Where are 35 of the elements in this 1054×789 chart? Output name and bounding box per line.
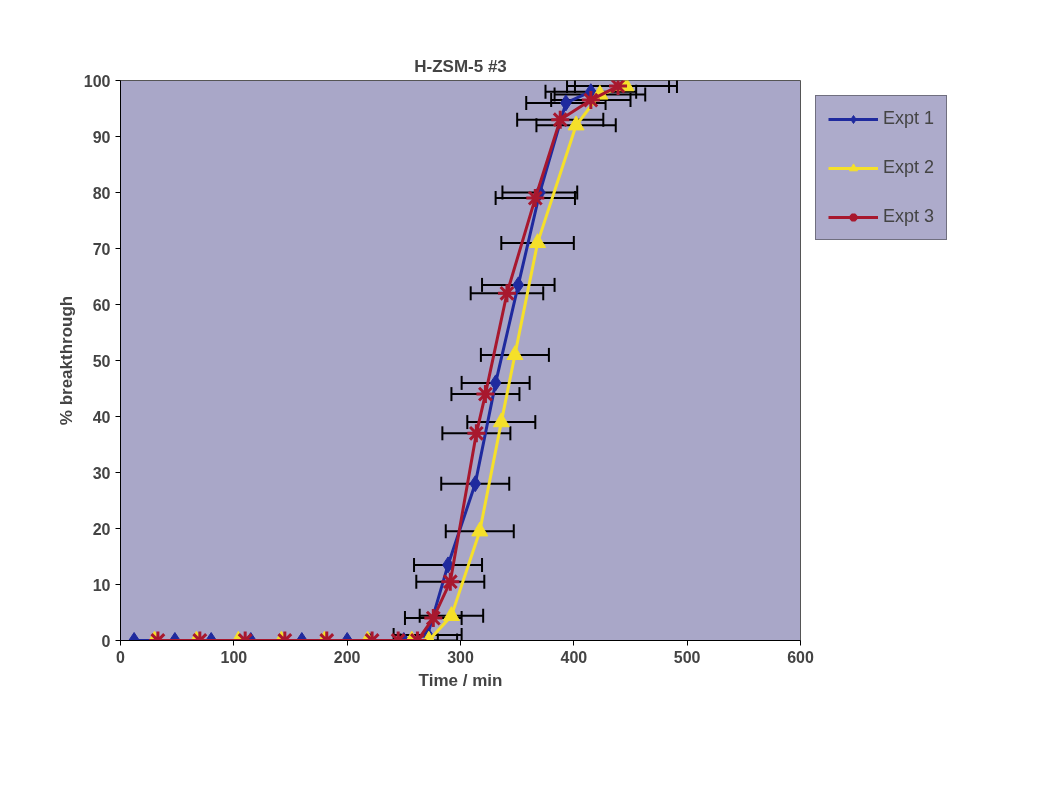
point [492, 412, 510, 428]
point [524, 187, 546, 209]
chart-title: H-ZSM-5 #3 [414, 56, 507, 76]
point [471, 521, 489, 537]
y-tick-label: 90 [92, 128, 111, 146]
point [496, 282, 518, 304]
point [607, 80, 629, 97]
point [580, 89, 602, 111]
point [506, 345, 524, 361]
x-tick-label: 200 [333, 648, 361, 666]
y-axis-title: % breakthrough [56, 295, 76, 426]
y-tick-label: 80 [92, 184, 111, 202]
y-tick-label: 0 [101, 632, 111, 650]
x-tick-label: 0 [116, 648, 126, 666]
x-tick-label: 100 [220, 648, 248, 666]
legend-label: Expt 2 [883, 157, 935, 178]
y-tick-label: 20 [92, 520, 111, 538]
point [529, 233, 547, 249]
y-tick-label: 100 [83, 72, 111, 90]
y-tick-label: 10 [92, 576, 111, 594]
y-tick-label: 60 [92, 296, 111, 314]
y-tick-label: 70 [92, 240, 111, 258]
legend-label: Expt 3 [883, 206, 935, 227]
y-tick-label: 40 [92, 408, 111, 426]
x-axis-title: Time / min [418, 670, 503, 690]
point [512, 276, 525, 294]
x-tick-label: 500 [673, 648, 701, 666]
y-tick-label: 50 [92, 352, 111, 370]
x-tick-label: 600 [787, 648, 814, 666]
x-tick-label: 400 [560, 648, 588, 666]
x-tick-label: 300 [447, 648, 474, 666]
legend-label: Expt 1 [883, 108, 935, 129]
point [442, 606, 460, 621]
point [549, 109, 571, 131]
y-tick-label: 30 [92, 464, 111, 482]
